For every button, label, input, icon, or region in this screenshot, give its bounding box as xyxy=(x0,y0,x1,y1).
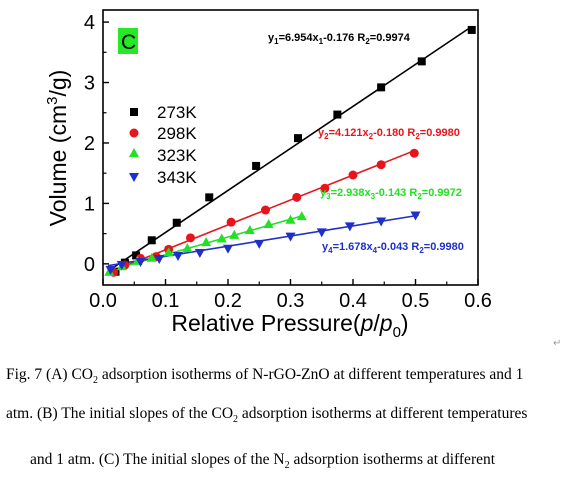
data-point-298K xyxy=(409,148,419,158)
data-point-298K xyxy=(376,160,386,170)
legend-label-273K: 273K xyxy=(157,103,197,122)
y-axis-label: Volume (cm3/g) xyxy=(44,70,71,227)
y-tick-label: 2 xyxy=(84,133,95,155)
data-point-323K xyxy=(163,247,174,257)
data-point-343K xyxy=(116,261,127,271)
data-point-273K xyxy=(132,251,141,260)
x-tick-label: 0.0 xyxy=(89,290,117,312)
data-point-323K xyxy=(146,252,157,262)
data-point-343K xyxy=(410,211,421,221)
fit-line-273K xyxy=(110,25,473,271)
data-point-298K xyxy=(186,233,195,243)
data-point-343K xyxy=(194,248,205,258)
plot-frame xyxy=(102,9,479,286)
data-point-323K xyxy=(296,211,307,221)
x-tick-label: 0.5 xyxy=(402,290,430,312)
data-point-298K xyxy=(261,205,270,215)
legend-label-343K: 343K xyxy=(157,168,197,187)
panel-label: C xyxy=(121,31,136,54)
equation-343K: y4=1.678x4-0.043 R2=0.9980 xyxy=(322,241,464,255)
data-point-323K xyxy=(182,243,193,253)
legend-label-323K: 323K xyxy=(157,146,197,165)
legend-label-298K: 298K xyxy=(157,124,197,143)
data-point-298K xyxy=(292,192,302,202)
legend-marker-323K xyxy=(129,148,139,157)
data-markers xyxy=(104,25,476,277)
data-point-298K xyxy=(226,217,236,227)
data-point-273K xyxy=(417,57,426,66)
y-tick-label: 3 xyxy=(84,73,95,95)
x-tick-label: 0.6 xyxy=(464,290,492,312)
paragraph-mark: ↵ xyxy=(553,338,562,349)
data-point-273K xyxy=(377,83,386,92)
legend: 273K 298K 323K 343K xyxy=(129,103,197,187)
data-point-343K xyxy=(316,228,327,238)
data-point-343K xyxy=(173,251,183,261)
equation-298K: y2=4.121x2-0.180 R2=0.9980 xyxy=(318,127,460,141)
legend-marker-343K xyxy=(129,173,139,182)
data-point-273K xyxy=(172,218,181,227)
x-tick-label: 0.2 xyxy=(214,290,242,312)
data-point-323K xyxy=(216,233,227,243)
data-point-343K xyxy=(154,255,165,265)
data-point-343K xyxy=(105,265,116,275)
data-point-273K xyxy=(294,134,302,143)
data-point-343K xyxy=(135,258,146,268)
data-point-298K xyxy=(348,170,358,180)
data-point-273K xyxy=(205,193,214,202)
tick-labels: 0.0 0.1 0.2 0.3 0.4 0.5 0.6 0 1 2 3 4 xyxy=(84,12,492,312)
y-tick-label: 1 xyxy=(84,193,95,215)
y-tick-label: 0 xyxy=(84,254,95,276)
caption-line-2: atm. (B) The initial slopes of the CO2 a… xyxy=(6,405,528,426)
data-point-323K xyxy=(201,237,212,247)
y-tick-label: 4 xyxy=(84,12,95,34)
data-point-343K xyxy=(285,232,296,242)
data-point-343K xyxy=(223,244,233,254)
data-point-323K xyxy=(244,225,255,234)
panel-label-box xyxy=(118,28,138,54)
data-point-343K xyxy=(254,239,265,249)
caption-line-3: and 1 atm. (C) The initial slopes of the… xyxy=(30,451,496,472)
data-point-273K xyxy=(333,110,342,119)
equation-273K: y1=6.954x1-0.176 R2=0.9974 xyxy=(268,32,411,46)
data-point-343K xyxy=(376,217,387,227)
data-point-273K xyxy=(147,236,156,245)
data-point-343K xyxy=(344,222,355,232)
data-point-273K xyxy=(252,161,261,170)
x-tick-label: 0.1 xyxy=(152,290,180,312)
caption-line-1: Fig. 7 (A) CO2 adsorption isotherms of N… xyxy=(6,366,524,387)
legend-marker-298K xyxy=(129,128,139,138)
x-tick-label: 0.4 xyxy=(339,290,367,312)
data-point-323K xyxy=(285,214,296,224)
data-point-273K xyxy=(467,25,476,34)
data-point-298K xyxy=(320,183,330,193)
x-tick-label: 0.3 xyxy=(277,290,305,312)
equation-323K: y3=2.938x3-0.143 R2=0.9972 xyxy=(320,187,462,201)
x-axis-label: Relative Pressure(p/p0) xyxy=(171,310,408,341)
data-point-323K xyxy=(263,218,274,228)
legend-marker-273K xyxy=(130,108,138,116)
data-point-323K xyxy=(229,229,240,239)
